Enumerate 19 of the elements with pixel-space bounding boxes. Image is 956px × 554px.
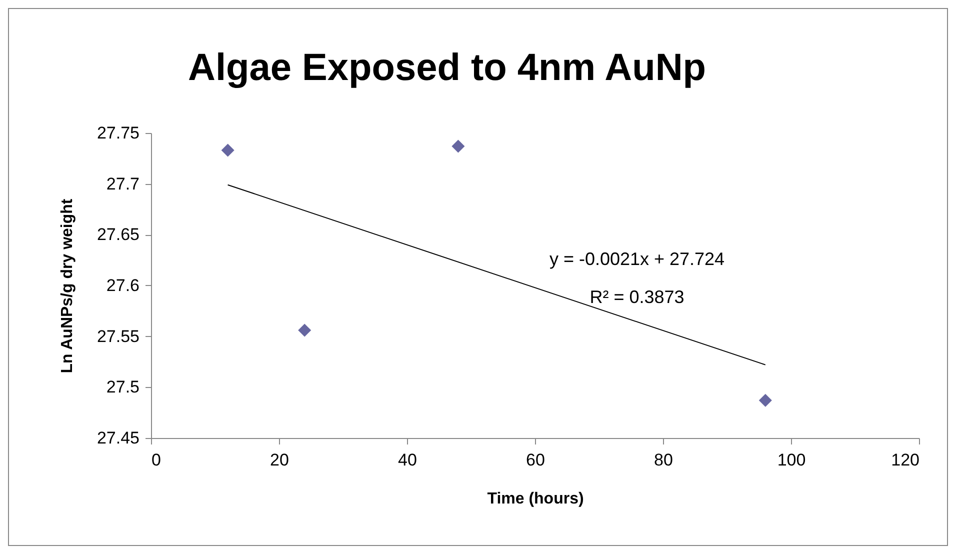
y-tick-label: 27.6 bbox=[106, 276, 140, 295]
y-tick-label: 27.5 bbox=[106, 378, 140, 397]
chart-title: Algae Exposed to 4nm AuNp bbox=[188, 47, 706, 89]
y-tick-label: 27.7 bbox=[106, 174, 140, 194]
x-tick-label: 80 bbox=[654, 450, 673, 470]
x-tick-label: 100 bbox=[777, 450, 806, 470]
x-tick-label: 20 bbox=[270, 450, 289, 470]
y-tick-label: 27.45 bbox=[96, 428, 140, 448]
x-axis-title: Time (hours) bbox=[487, 490, 584, 508]
x-tick-label: 0 bbox=[152, 450, 161, 470]
y-tick-label: 27.55 bbox=[96, 326, 140, 346]
y-tick-label: 27.75 bbox=[96, 124, 140, 142]
x-tick-label: 40 bbox=[398, 450, 417, 470]
annotation: R² = 0.3873 bbox=[590, 287, 684, 307]
y-axis-title: Ln AuNPs/g dry weight bbox=[58, 198, 76, 374]
x-tick-label: 120 bbox=[891, 450, 920, 470]
annotation: y = -0.0021x + 27.724 bbox=[549, 249, 725, 269]
x-tick-label: 60 bbox=[526, 450, 545, 470]
y-tick-label: 27.65 bbox=[96, 225, 140, 244]
